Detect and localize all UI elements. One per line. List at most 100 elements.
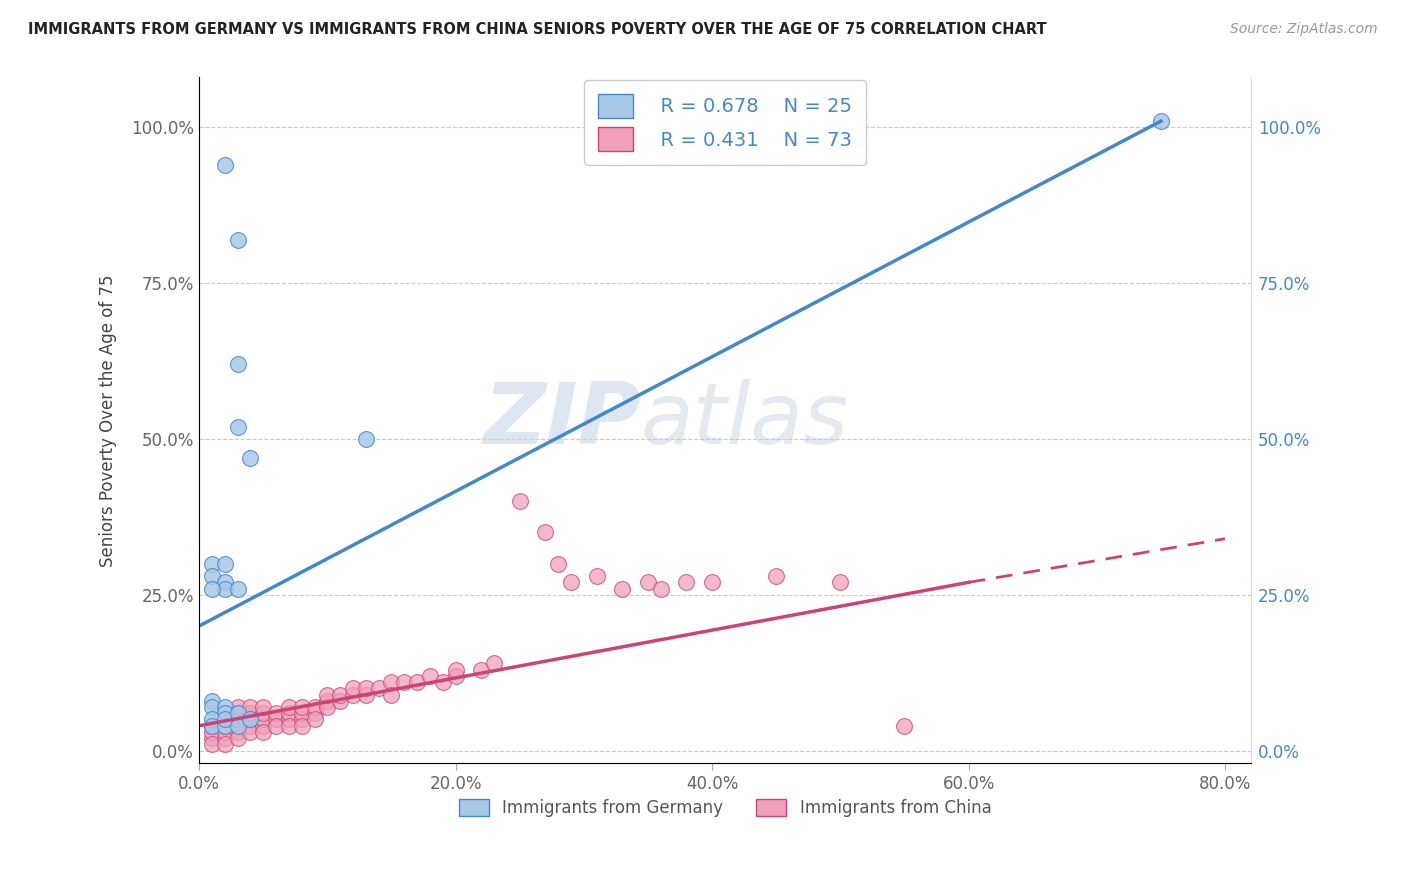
Text: IMMIGRANTS FROM GERMANY VS IMMIGRANTS FROM CHINA SENIORS POVERTY OVER THE AGE OF: IMMIGRANTS FROM GERMANY VS IMMIGRANTS FR… <box>28 22 1046 37</box>
Point <box>201 700 224 714</box>
Point <box>226 706 249 721</box>
Point <box>291 700 314 714</box>
Legend: Immigrants from Germany, Immigrants from China: Immigrants from Germany, Immigrants from… <box>451 792 998 823</box>
Point <box>482 657 505 671</box>
Point <box>534 525 557 540</box>
Point <box>700 575 723 590</box>
Point <box>612 582 634 596</box>
Point <box>342 681 364 696</box>
Point <box>419 669 441 683</box>
Point <box>214 713 236 727</box>
Point <box>354 688 377 702</box>
Point <box>201 569 224 583</box>
Point <box>214 158 236 172</box>
Point <box>252 700 274 714</box>
Point <box>444 669 467 683</box>
Point <box>214 713 236 727</box>
Point <box>650 582 672 596</box>
Point <box>765 569 787 583</box>
Point <box>201 713 224 727</box>
Point <box>277 713 299 727</box>
Point <box>239 700 262 714</box>
Point <box>226 719 249 733</box>
Point <box>201 731 224 746</box>
Point <box>214 725 236 739</box>
Point <box>214 582 236 596</box>
Point <box>304 700 326 714</box>
Point <box>316 688 339 702</box>
Point <box>291 706 314 721</box>
Point <box>342 688 364 702</box>
Point <box>252 706 274 721</box>
Point <box>291 719 314 733</box>
Point <box>304 706 326 721</box>
Point <box>277 706 299 721</box>
Point <box>277 700 299 714</box>
Point <box>201 719 224 733</box>
Point <box>893 719 915 733</box>
Point <box>406 675 429 690</box>
Point <box>226 725 249 739</box>
Point <box>239 725 262 739</box>
Point <box>432 675 454 690</box>
Point <box>214 719 236 733</box>
Point <box>329 694 352 708</box>
Point <box>380 688 402 702</box>
Point <box>329 688 352 702</box>
Point <box>226 731 249 746</box>
Point <box>214 706 236 721</box>
Point <box>547 557 569 571</box>
Point <box>380 675 402 690</box>
Point <box>637 575 659 590</box>
Point <box>201 738 224 752</box>
Point <box>239 450 262 465</box>
Y-axis label: Seniors Poverty Over the Age of 75: Seniors Poverty Over the Age of 75 <box>100 274 117 566</box>
Point <box>394 675 416 690</box>
Point <box>201 719 224 733</box>
Point <box>304 713 326 727</box>
Point <box>214 738 236 752</box>
Point <box>214 719 236 733</box>
Point <box>252 719 274 733</box>
Point <box>226 700 249 714</box>
Point <box>316 700 339 714</box>
Point <box>354 681 377 696</box>
Point <box>239 719 262 733</box>
Text: ZIP: ZIP <box>484 379 641 462</box>
Point <box>252 725 274 739</box>
Point <box>226 713 249 727</box>
Point <box>1150 114 1173 128</box>
Point <box>214 731 236 746</box>
Text: atlas: atlas <box>641 379 849 462</box>
Point <box>444 663 467 677</box>
Point <box>830 575 852 590</box>
Point <box>201 557 224 571</box>
Point <box>470 663 492 677</box>
Point <box>214 700 236 714</box>
Point <box>226 719 249 733</box>
Point <box>201 694 224 708</box>
Point <box>201 725 224 739</box>
Point <box>252 713 274 727</box>
Point <box>264 713 287 727</box>
Point <box>226 233 249 247</box>
Point <box>239 713 262 727</box>
Point <box>367 681 389 696</box>
Point <box>226 419 249 434</box>
Point <box>277 719 299 733</box>
Point <box>226 582 249 596</box>
Point <box>354 432 377 446</box>
Point <box>226 357 249 371</box>
Point <box>214 575 236 590</box>
Point <box>316 694 339 708</box>
Point <box>239 706 262 721</box>
Point <box>226 706 249 721</box>
Point <box>214 706 236 721</box>
Point <box>239 713 262 727</box>
Text: Source: ZipAtlas.com: Source: ZipAtlas.com <box>1230 22 1378 37</box>
Point <box>214 557 236 571</box>
Point <box>264 706 287 721</box>
Point <box>585 569 607 583</box>
Point <box>201 582 224 596</box>
Point <box>675 575 697 590</box>
